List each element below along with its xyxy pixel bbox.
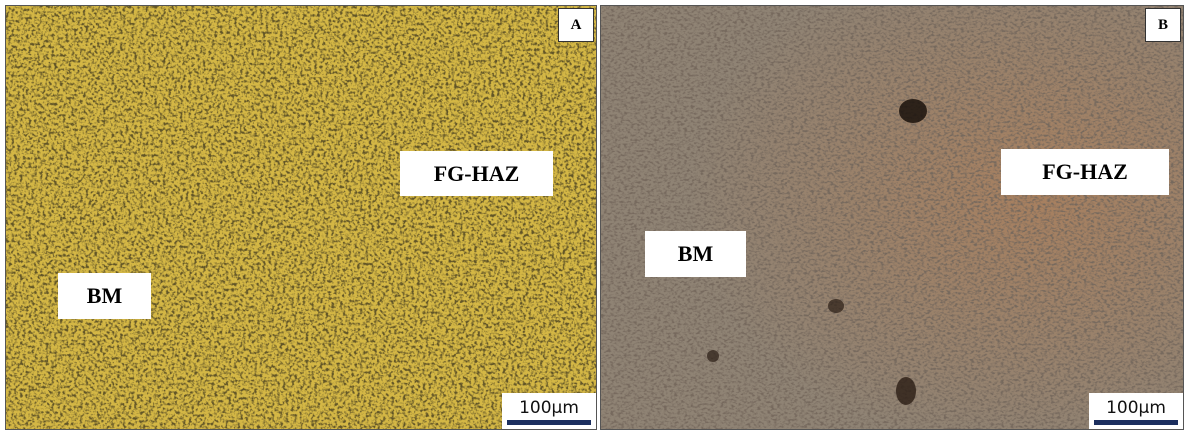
scale-bar: 100µm <box>502 393 596 429</box>
micrograph-a: A FG-HAZ BM 100µm <box>5 5 597 430</box>
scale-line <box>507 420 591 425</box>
scale-bar: 100µm <box>1089 393 1183 429</box>
texture <box>6 6 597 430</box>
scale-text: 100µm <box>1106 398 1166 418</box>
grain <box>601 6 1184 430</box>
pore <box>828 299 844 313</box>
grain <box>6 6 597 430</box>
pore <box>896 377 916 405</box>
region-label: BM <box>645 231 746 277</box>
region-label: FG-HAZ <box>1001 149 1169 195</box>
scale-text: 100µm <box>519 398 579 418</box>
region-label: FG-HAZ <box>400 151 553 196</box>
page: A FG-HAZ BM 100µm B FG-HAZ BM 100µm (() … <box>0 0 1187 432</box>
panel-letter: B <box>1145 8 1181 42</box>
scale-line <box>1094 420 1178 425</box>
pore <box>899 99 927 123</box>
panel-letter: A <box>558 8 594 42</box>
texture <box>601 6 1184 430</box>
micrograph-b: B FG-HAZ BM 100µm <box>600 5 1184 430</box>
region-label: BM <box>58 273 151 319</box>
pore <box>707 350 719 362</box>
